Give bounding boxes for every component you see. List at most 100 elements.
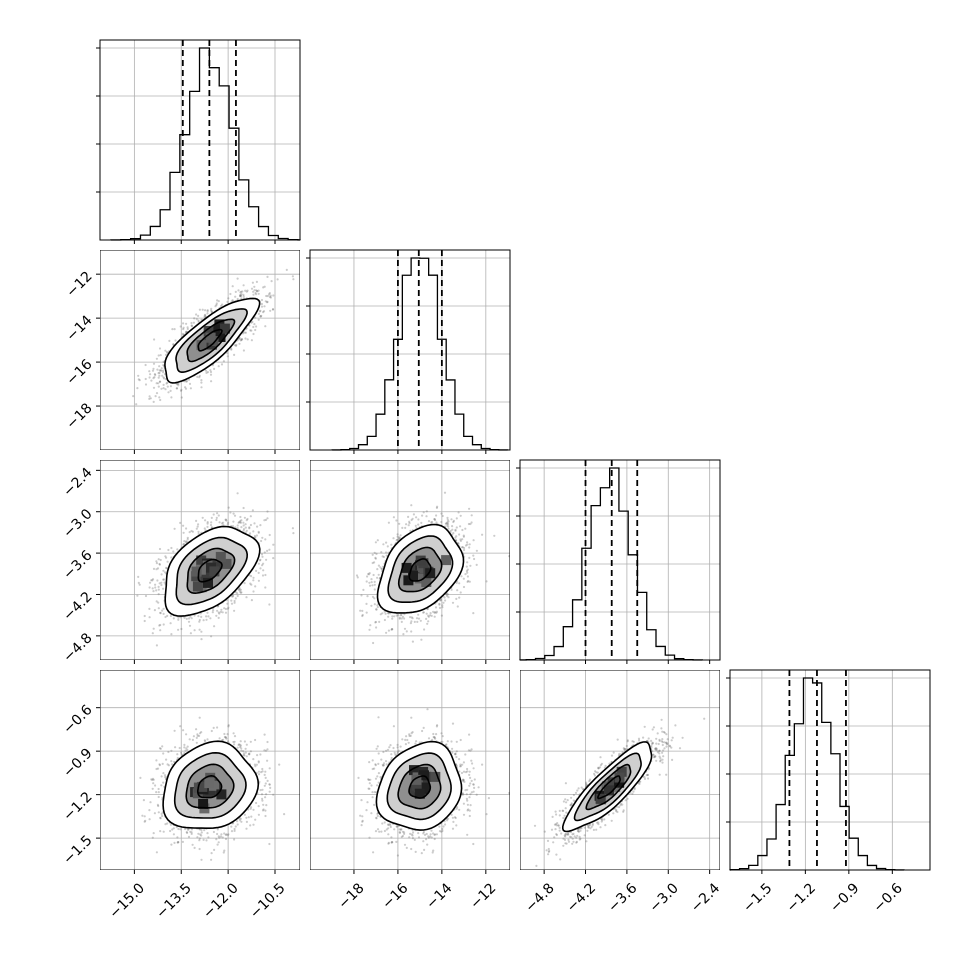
sample-point	[158, 624, 161, 627]
sample-point	[216, 299, 219, 302]
sample-point	[433, 611, 437, 614]
sample-point	[264, 573, 267, 577]
sample-point	[227, 506, 230, 509]
sample-point	[467, 579, 470, 583]
sample-point	[209, 309, 213, 312]
sample-point	[158, 347, 162, 350]
sample-point	[172, 550, 175, 553]
sample-point	[266, 549, 269, 553]
sample-point	[210, 521, 213, 524]
sample-point	[206, 525, 209, 529]
sample-point	[239, 515, 242, 519]
density-cell	[214, 319, 225, 330]
sample-point	[255, 569, 258, 573]
contour-3	[175, 536, 249, 606]
sample-point	[191, 530, 194, 533]
sample-point	[237, 521, 240, 524]
sample-point	[159, 611, 162, 614]
sample-point	[175, 387, 179, 390]
sample-point	[410, 616, 413, 619]
sample-point	[244, 523, 247, 526]
sample-point	[262, 562, 265, 565]
sample-point	[239, 521, 242, 524]
sample-point	[162, 364, 165, 367]
sample-point	[467, 522, 470, 526]
sample-point	[161, 374, 164, 377]
panel-frame	[729, 669, 931, 871]
sample-point	[193, 317, 196, 320]
sample-point	[252, 332, 255, 336]
sample-point	[257, 312, 260, 315]
sample-point	[262, 311, 265, 314]
sample-point	[233, 344, 236, 347]
sample-point	[240, 591, 243, 594]
sample-point	[182, 524, 185, 527]
sample-point	[197, 532, 200, 536]
sample-point	[224, 611, 228, 614]
sample-point	[239, 294, 242, 297]
sample-point	[152, 386, 156, 389]
sample-point	[237, 588, 240, 591]
sample-point	[189, 615, 192, 618]
sample-point	[272, 543, 275, 546]
sample-point	[170, 546, 173, 550]
hist-panel-p1	[96, 39, 301, 241]
sample-point	[254, 585, 257, 588]
sample-point	[392, 537, 395, 540]
sample-point	[217, 514, 220, 517]
sample-point	[182, 328, 185, 331]
sample-point	[252, 530, 255, 533]
sample-point	[203, 527, 206, 530]
sample-point	[266, 301, 269, 304]
sample-point	[182, 531, 185, 534]
sample-point	[242, 349, 245, 352]
sample-point	[153, 338, 156, 341]
sample-point	[417, 617, 421, 620]
sample-point	[148, 370, 151, 373]
sample-point	[206, 611, 209, 614]
sample-point	[215, 518, 218, 522]
sample-point	[481, 533, 484, 536]
sample-point	[169, 385, 172, 388]
sample-point	[398, 616, 401, 619]
sample-point	[309, 545, 311, 547]
sample-point	[234, 295, 237, 298]
sample-point	[210, 516, 213, 520]
sample-point	[165, 567, 168, 570]
sample-point	[230, 347, 233, 350]
sample-point	[160, 369, 163, 372]
sample-point	[195, 519, 198, 523]
sample-point	[148, 616, 151, 619]
sample-point	[205, 369, 208, 372]
sample-point	[185, 322, 188, 325]
sample-point	[243, 516, 246, 519]
sample-point	[446, 524, 449, 527]
sample-point	[236, 594, 239, 598]
sample-point	[209, 369, 212, 372]
sample-point	[152, 400, 155, 403]
sample-point	[266, 300, 269, 303]
sample-point	[236, 277, 239, 280]
sample-point	[159, 629, 162, 632]
sample-point	[361, 613, 364, 617]
panel-frame	[309, 249, 511, 451]
sample-point	[160, 367, 163, 370]
sample-point	[157, 382, 160, 385]
sample-point	[176, 382, 179, 385]
sample-point	[268, 295, 271, 299]
sample-point	[255, 280, 258, 283]
sample-point	[162, 612, 165, 616]
sample-point	[198, 308, 201, 311]
sample-point	[429, 614, 432, 617]
sample-point	[159, 623, 162, 627]
sample-point	[236, 527, 239, 530]
sample-point	[233, 601, 236, 604]
sample-point	[383, 610, 386, 613]
sample-point	[224, 607, 227, 611]
sample-point	[155, 589, 158, 592]
sample-point	[227, 297, 230, 300]
sample-point	[231, 595, 234, 598]
sample-point	[264, 538, 267, 541]
sample-point	[242, 524, 245, 527]
sample-point	[268, 548, 271, 551]
